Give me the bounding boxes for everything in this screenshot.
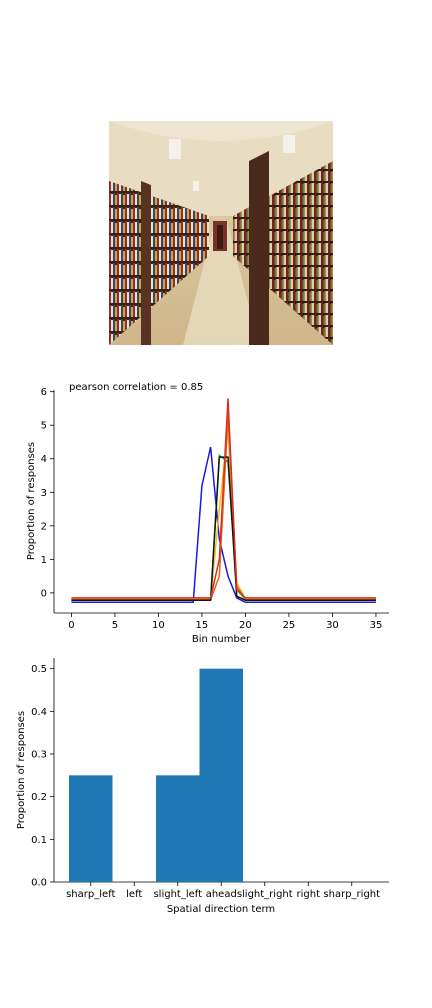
x-tick-label-right: right bbox=[297, 889, 321, 900]
y-tick-label: 0 bbox=[41, 588, 47, 599]
y-ticks: 0 1 2 3 4 5 6 bbox=[41, 387, 54, 599]
series-lines bbox=[71, 398, 376, 604]
series-line-5 bbox=[71, 398, 376, 599]
chart-annotation: pearson correlation = 0.85 bbox=[69, 382, 203, 393]
y-tick-label: 0.3 bbox=[31, 750, 47, 761]
y-tick-label: 2 bbox=[41, 521, 47, 532]
y-axis-label: Proportion of responses bbox=[26, 442, 37, 560]
series-line-4 bbox=[71, 456, 376, 602]
y-ticks: 0.0 0.1 0.2 0.3 0.4 0.5 bbox=[31, 664, 54, 889]
bar-ahead bbox=[199, 668, 243, 882]
x-tick-label: 15 bbox=[196, 620, 209, 631]
bars bbox=[69, 668, 243, 882]
series-line-2 bbox=[71, 428, 376, 600]
y-tick-label: 0.4 bbox=[31, 707, 47, 718]
x-tick-label-sharp_right: sharp_right bbox=[323, 889, 380, 900]
y-tick-label: 0.0 bbox=[31, 878, 47, 889]
bar-slight_left bbox=[156, 775, 200, 882]
y-axis-label: Proportion of responses bbox=[16, 711, 27, 829]
y-tick-label: 6 bbox=[41, 387, 47, 398]
y-tick-label: 4 bbox=[41, 454, 47, 465]
y-tick-label: 3 bbox=[41, 488, 47, 499]
y-tick-label: 1 bbox=[41, 555, 47, 566]
x-axis-label: Bin number bbox=[192, 634, 251, 645]
x-ticks: sharp_left left slight_left ahead slight_rig… bbox=[66, 882, 380, 900]
line-chart: pearson correlation = 0.85 0 1 2 3 4 5 6 0 5 10 1… bbox=[26, 382, 389, 645]
x-tick-label-slight_left: slight_left bbox=[153, 889, 202, 900]
y-tick-label: 0.5 bbox=[31, 664, 47, 675]
x-tick-label: 30 bbox=[326, 620, 339, 631]
bar-sharp_left bbox=[69, 775, 113, 882]
x-tick-label: 10 bbox=[152, 620, 165, 631]
y-tick-label: 5 bbox=[41, 421, 47, 432]
x-tick-label: 35 bbox=[370, 620, 383, 631]
x-tick-label: 5 bbox=[112, 620, 118, 631]
y-tick-label: 0.1 bbox=[31, 835, 47, 846]
x-ticks: 0 5 10 15 20 25 30 35 bbox=[68, 613, 382, 631]
x-axis-label: Spatial direction term bbox=[167, 904, 275, 915]
x-tick-label-ahead: ahead bbox=[206, 889, 237, 900]
bar-chart: 0.0 0.1 0.2 0.3 0.4 0.5 sharp_left left slight_… bbox=[16, 658, 389, 915]
x-tick-label: 20 bbox=[239, 620, 252, 631]
x-tick-label-sharp_left: sharp_left bbox=[66, 889, 115, 900]
series-line-3 bbox=[71, 415, 376, 601]
x-tick-label: 0 bbox=[68, 620, 74, 631]
y-tick-label: 0.2 bbox=[31, 792, 47, 803]
x-tick-label: 25 bbox=[283, 620, 296, 631]
series-line-0 bbox=[71, 446, 376, 604]
x-tick-label-left: left bbox=[126, 889, 142, 900]
library-corridor-photo bbox=[109, 121, 333, 345]
x-tick-label-slight_right: slight_right bbox=[237, 889, 293, 900]
